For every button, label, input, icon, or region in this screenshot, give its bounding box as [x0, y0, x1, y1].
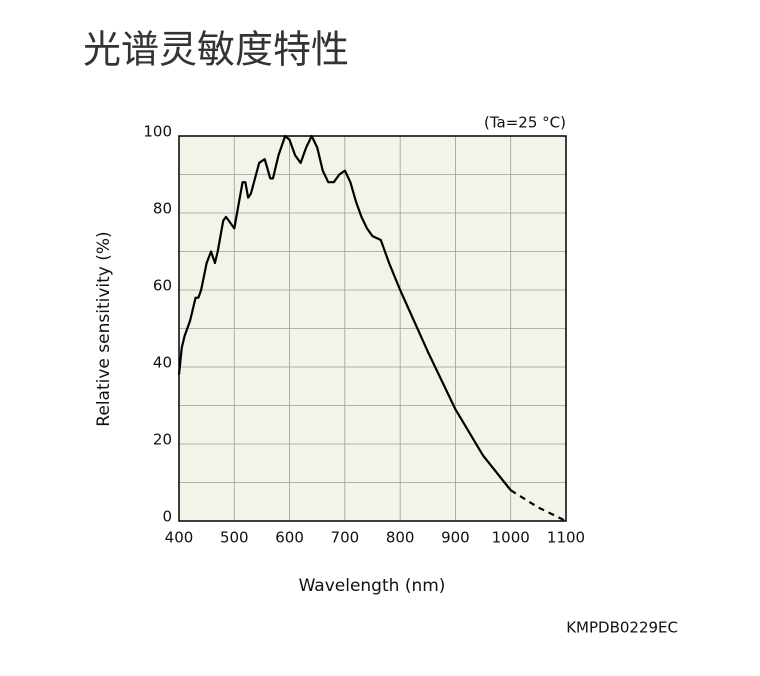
x-axis-label: Wavelength (nm)	[299, 576, 446, 596]
plot-border	[178, 135, 567, 522]
y-axis-label: Relative sensitivity (%)	[94, 231, 114, 426]
x-tick-label: 800	[386, 529, 415, 547]
x-tick-label: 700	[331, 529, 360, 547]
y-tick-label: 20	[153, 431, 172, 449]
y-tick-label: 80	[153, 200, 172, 218]
x-tick-label: 1000	[492, 529, 530, 547]
x-tick-label: 1100	[547, 529, 585, 547]
code-label: KMPDB0229EC	[566, 619, 678, 637]
annotation: (Ta=25 °C)	[484, 114, 566, 132]
y-tick-label: 40	[153, 354, 172, 372]
x-tick-label: 900	[441, 529, 470, 547]
line-series	[177, 134, 512, 491]
x-tick-label: 500	[220, 529, 249, 547]
y-tick-label: 60	[153, 277, 172, 295]
x-tick-label: 600	[275, 529, 304, 547]
chart-title: 光谱灵敏度特性	[83, 28, 349, 72]
y-tick-label: 0	[162, 508, 172, 526]
x-tick-label: 400	[165, 529, 194, 547]
y-tick-label: 100	[143, 123, 172, 141]
